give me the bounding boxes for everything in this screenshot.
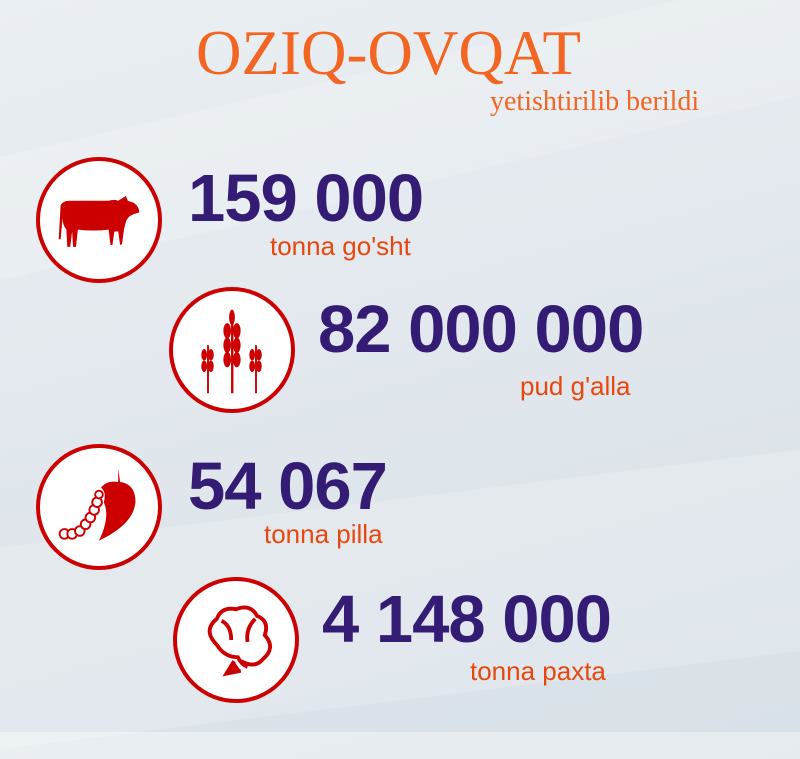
stat-value: 4 148 000 <box>322 582 612 657</box>
stat-value: 82 000 000 <box>318 292 644 367</box>
page-subtitle: yetishtirilib berildi <box>490 86 700 117</box>
wheat-icon <box>169 287 295 413</box>
stat-label: tonna go'sht <box>270 231 411 261</box>
cotton-icon <box>173 577 299 703</box>
stat-label: tonna pilla <box>264 519 383 549</box>
stat-value: 159 000 <box>188 161 424 236</box>
stat-value: 54 067 <box>188 449 388 524</box>
cow-icon <box>36 157 162 283</box>
page-title: OZIQ-OVQAT <box>196 18 581 88</box>
silkworm-leaf-icon <box>36 444 162 570</box>
stat-label: tonna paxta <box>470 656 606 686</box>
stat-label: pud g'alla <box>520 371 631 401</box>
